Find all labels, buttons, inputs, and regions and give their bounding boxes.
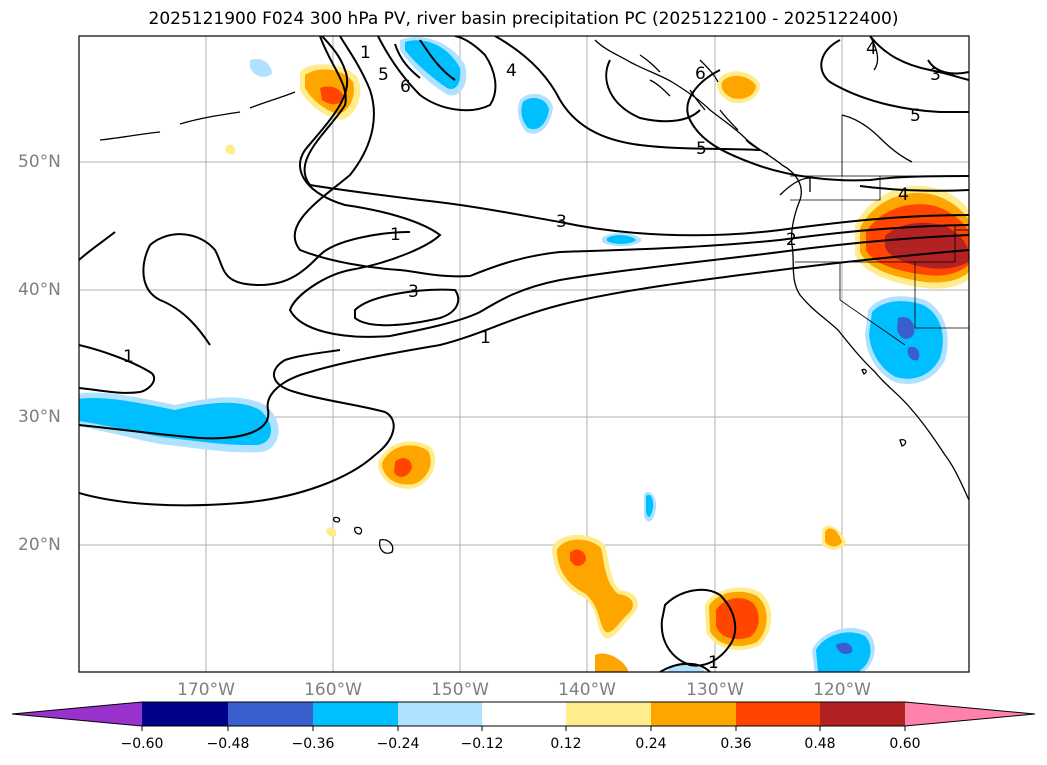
precip-anomaly-negative xyxy=(869,301,943,379)
colorbar-tick-label: −0.48 xyxy=(206,736,250,752)
contour-label: 1 xyxy=(123,347,134,367)
lat-label: 30°N xyxy=(18,407,61,427)
precip-anomaly-negative xyxy=(79,398,271,446)
precip-anomaly-negative xyxy=(72,370,78,384)
precip-anomaly-negative xyxy=(897,316,915,339)
precip-anomaly-positive xyxy=(721,75,756,99)
contour-labels: 1 1 1 1 1 2 3 3 4 4 4 5 5 5 6 6 3 xyxy=(123,39,941,673)
borders xyxy=(790,115,969,346)
precip-anomaly-negative xyxy=(521,98,549,130)
lon-label: 170°W xyxy=(177,680,235,700)
contour-label: 5 xyxy=(910,106,921,126)
colorbar-bin xyxy=(566,702,651,726)
gridlines xyxy=(79,36,969,672)
contour-label: 5 xyxy=(378,65,389,85)
colorbar-bin xyxy=(820,702,905,726)
lat-label: 40°N xyxy=(18,280,61,300)
colorbar-bin xyxy=(313,702,398,726)
colorbar-tick-label: 0.60 xyxy=(889,736,921,752)
precip-anomaly-negative xyxy=(250,58,272,77)
contour-label: 4 xyxy=(898,185,909,205)
lon-label: 130°W xyxy=(686,680,744,700)
colorbar-tick-label: −0.12 xyxy=(460,736,504,752)
lon-label: 120°W xyxy=(813,680,871,700)
precip-anomaly-negative xyxy=(646,494,654,517)
colorbar-under-arrow xyxy=(12,702,142,726)
contour-label: 6 xyxy=(400,77,411,97)
precip-anomaly-positive xyxy=(326,527,337,537)
colorbar-tick-label: 0.12 xyxy=(550,736,582,752)
contour-label: 4 xyxy=(506,61,517,81)
colorbar xyxy=(11,701,1036,731)
colorbar-bin xyxy=(228,702,313,726)
contour-label: 3 xyxy=(556,212,567,232)
colorbar-tick-label: 0.48 xyxy=(804,736,836,752)
lat-label: 50°N xyxy=(18,152,61,172)
contour-label: 6 xyxy=(695,64,706,84)
contour-label: 1 xyxy=(708,653,719,673)
colorbar-bin xyxy=(142,702,228,726)
contour-label: 1 xyxy=(390,225,401,245)
contour-label: 1 xyxy=(480,328,491,348)
precip-anomaly-negative xyxy=(607,235,636,244)
precip-anomaly-positive xyxy=(394,458,412,477)
precip-anomaly-negative xyxy=(907,346,920,361)
plot-title: 2025121900 F024 300 hPa PV, river basin … xyxy=(148,9,899,29)
contour-label: 3 xyxy=(408,282,419,302)
precip-shading xyxy=(72,37,969,672)
colorbar-tick-label: 0.36 xyxy=(720,736,752,752)
colorbar-tick-label: −0.24 xyxy=(376,736,420,752)
lon-label: 150°W xyxy=(431,680,489,700)
colorbar-bin xyxy=(482,702,566,726)
contour-label: 5 xyxy=(696,139,707,159)
precip-anomaly-negative xyxy=(405,40,461,90)
colorbar-tick-label: 0.24 xyxy=(635,736,667,752)
lat-label: 20°N xyxy=(18,535,61,555)
map-frame xyxy=(78,35,970,673)
precip-anomaly-positive xyxy=(825,528,842,547)
colorbar-bin xyxy=(736,702,820,726)
colorbar-bin xyxy=(398,702,482,726)
precip-anomaly-positive xyxy=(320,86,344,105)
colorbar-over-arrow xyxy=(905,702,1035,726)
precip-anomaly-positive xyxy=(570,549,586,566)
contour-label: 4 xyxy=(866,39,877,59)
precip-anomaly-positive xyxy=(716,598,759,640)
contour-label: 3 xyxy=(930,65,941,85)
colorbar-tick-label: −0.60 xyxy=(120,736,164,752)
lon-label: 140°W xyxy=(558,680,616,700)
precip-anomaly-positive xyxy=(885,222,969,269)
lon-label: 160°W xyxy=(304,680,362,700)
precip-anomaly-positive xyxy=(225,144,236,155)
pv-contours xyxy=(79,36,969,672)
contour-label: 1 xyxy=(360,43,371,63)
colorbar-bin xyxy=(651,702,736,726)
precip-anomaly-positive xyxy=(595,653,628,672)
precip-anomaly-negative xyxy=(836,642,853,654)
coastlines xyxy=(99,36,969,554)
colorbar-tick-label: −0.36 xyxy=(291,736,335,752)
